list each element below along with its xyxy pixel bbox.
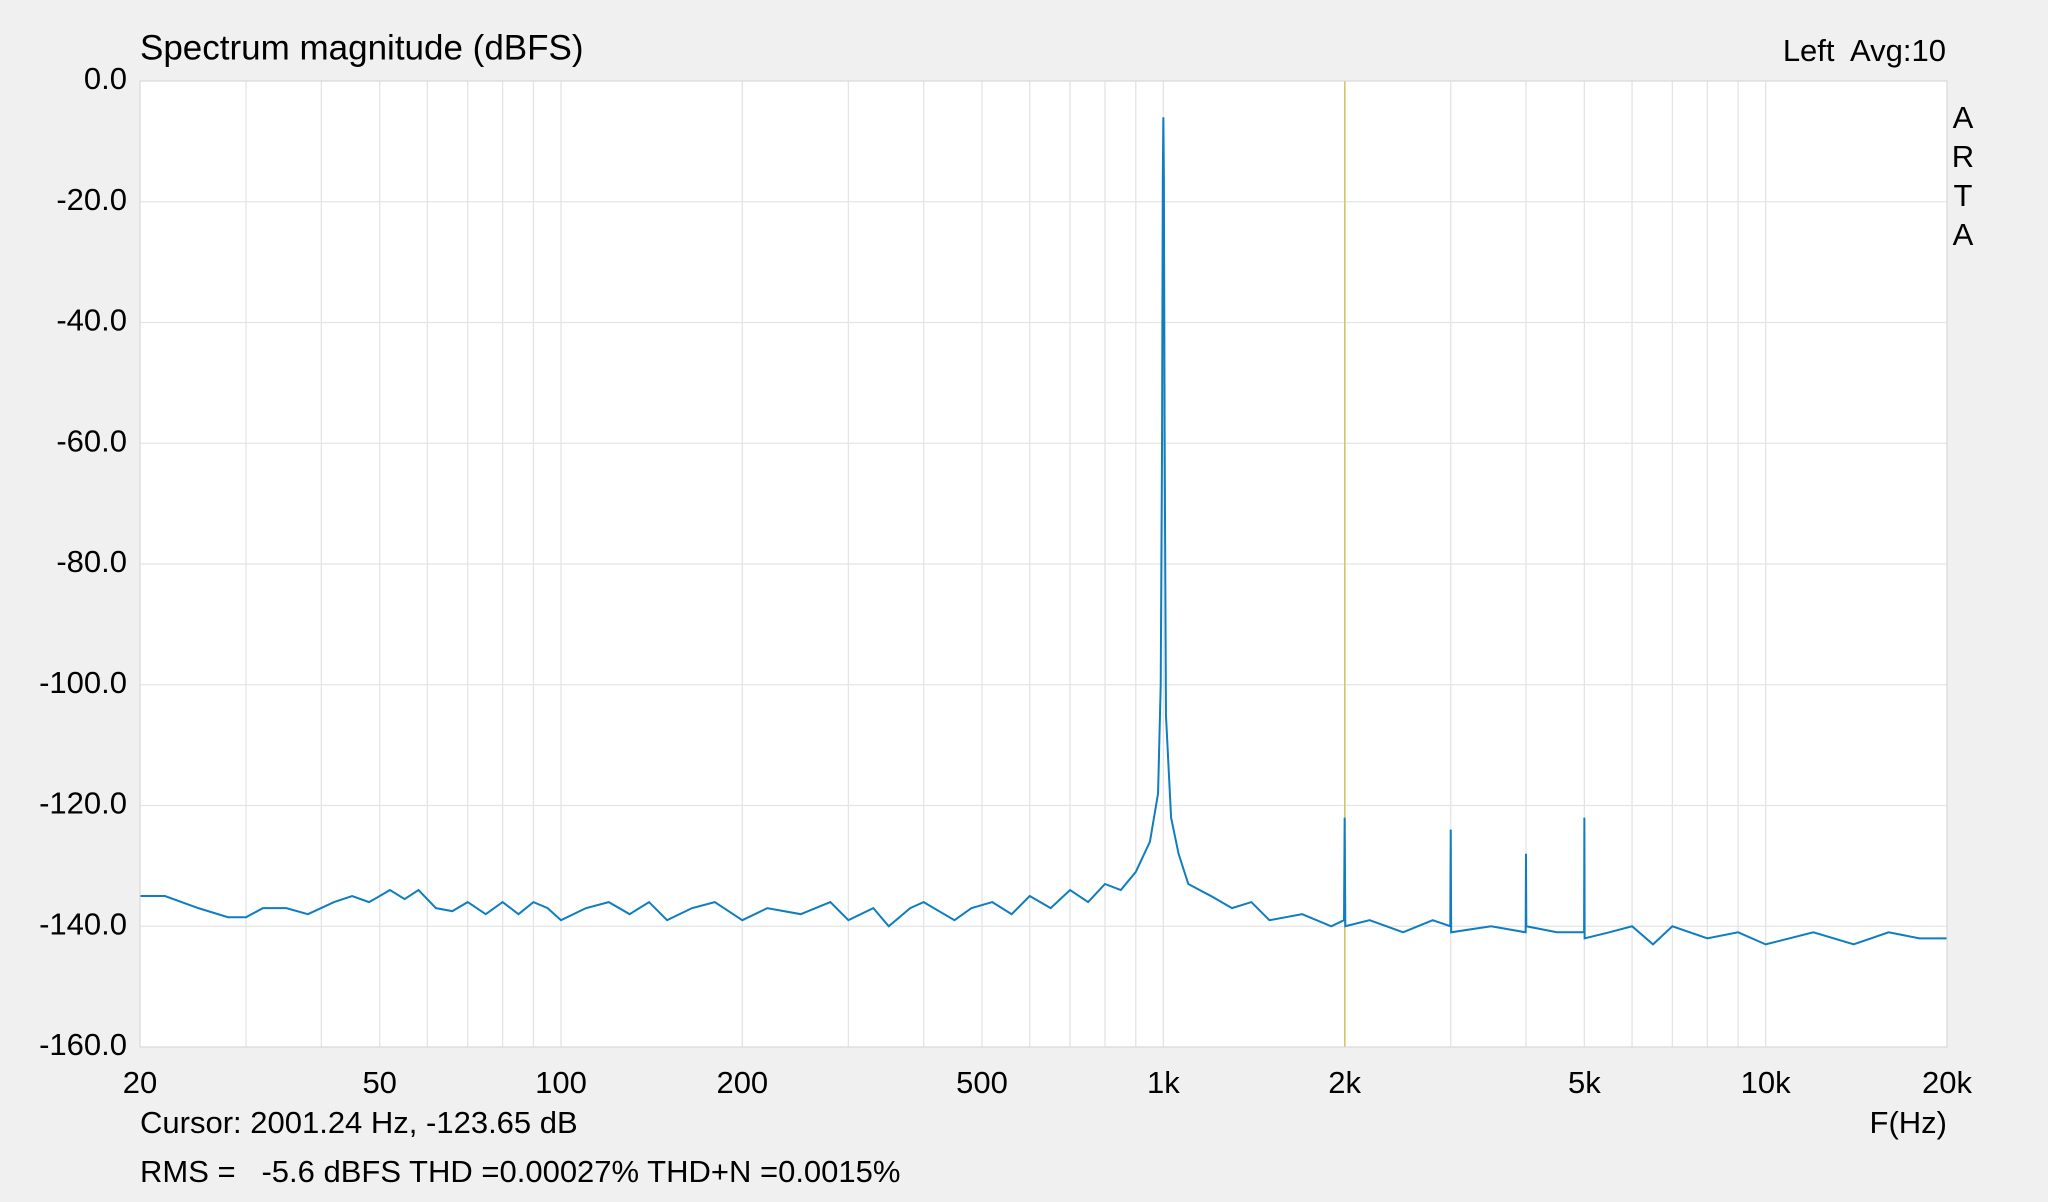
x-tick-label: 10k [1741,1065,1791,1100]
measurement-summary: RMS = -5.6 dBFS THD =0.00027% THD+N =0.0… [140,1154,900,1189]
x-tick-label: 50 [362,1065,396,1100]
x-tick-label: 20k [1922,1065,1972,1100]
x-axis-label: F(Hz) [1870,1105,1947,1140]
x-tick-label: 500 [956,1065,1008,1100]
y-tick-label: -20.0 [56,182,127,217]
cursor-readout: Cursor: 2001.24 Hz, -123.65 dB [140,1105,578,1140]
y-tick-label: -80.0 [56,544,127,579]
spectrum-line [140,117,1947,946]
y-tick-label: -120.0 [39,786,127,821]
x-tick-label: 5k [1568,1065,1601,1100]
x-tick-label: 20 [123,1065,157,1100]
y-tick-label: -100.0 [39,665,127,700]
x-tick-label: 100 [535,1065,587,1100]
x-tick-label: 2k [1328,1065,1361,1100]
y-tick-label: -40.0 [56,303,127,338]
y-tick-label: -160.0 [39,1027,127,1062]
y-tick-label: -140.0 [39,906,127,941]
y-tick-label: 0.0 [84,61,127,96]
channel-label: Left Avg:10 [1783,33,1946,68]
x-tick-label: 200 [716,1065,768,1100]
plot-frame [139,80,1948,1048]
watermark: ARTA [1946,100,1981,256]
y-tick-label: -60.0 [56,423,127,458]
x-tick-label: 1k [1147,1065,1180,1100]
chart-title: Spectrum magnitude (dBFS) [140,28,584,67]
